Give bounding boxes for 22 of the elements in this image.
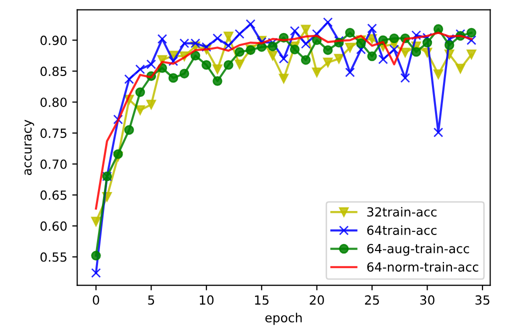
legend-label: 64-aug-train-acc [367, 244, 470, 256]
legend-label: 64train-acc [367, 225, 437, 235]
legend-label: 32train-acc [367, 206, 437, 217]
y-tick-label: 0.75 [40, 128, 66, 138]
x-axis-title: epoch [265, 312, 302, 325]
x-tick-label: 30 [420, 295, 434, 305]
y-tick-label: 0.65 [40, 190, 66, 200]
legend-label: 64-norm-train-acc [367, 262, 478, 272]
x-tick-label: 0 [92, 295, 100, 305]
x-tick-label: 25 [365, 295, 379, 305]
y-tick-label: 0.55 [40, 252, 66, 262]
y-axis-title: accuracy [24, 120, 34, 176]
y-tick-label: 0.70 [40, 159, 67, 169]
y-tick-label: 0.60 [40, 221, 67, 231]
x-tick-label: 35 [475, 295, 490, 305]
y-tick-label: 0.90 [40, 36, 67, 46]
x-tick-label: 15 [255, 295, 268, 305]
x-tick-label: 5 [148, 295, 154, 305]
y-tick-label: 0.85 [40, 66, 66, 76]
x-tick-label: 10 [200, 295, 214, 305]
y-tick-label: 0.80 [40, 98, 67, 108]
x-tick-label: 20 [310, 295, 324, 305]
